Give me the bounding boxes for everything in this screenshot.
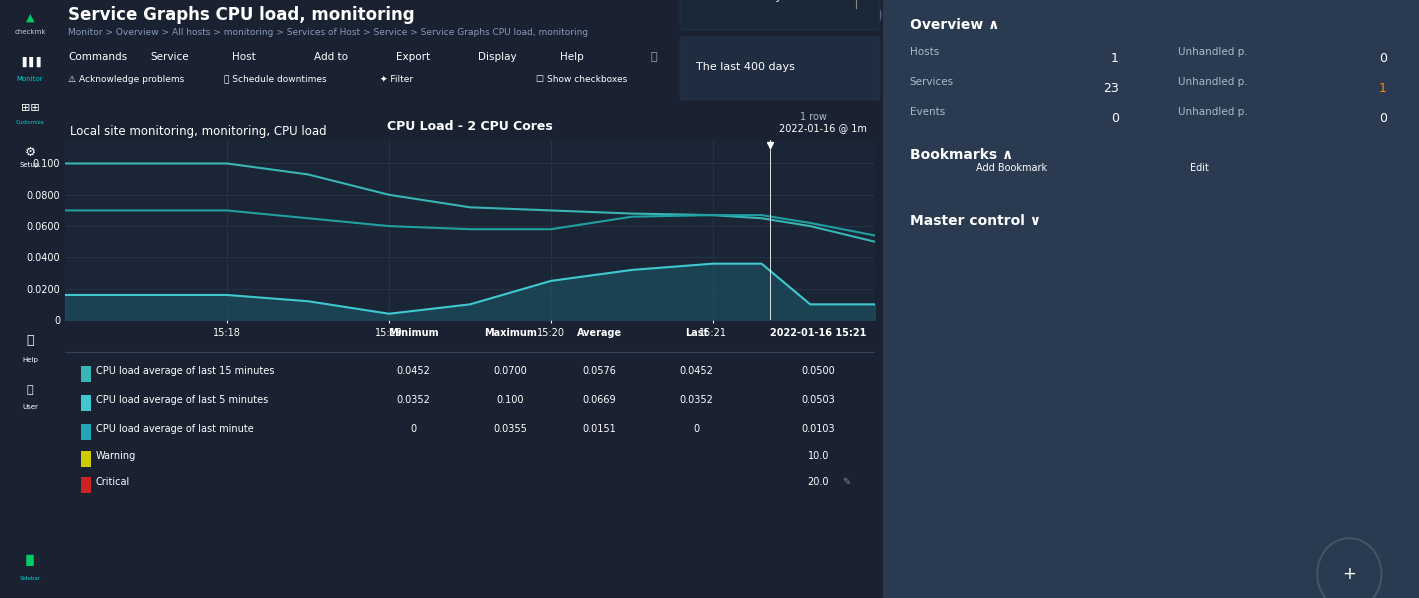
Text: Monitor > Overview > All hosts > monitoring > Services of Host > Service > Servi: Monitor > Overview > All hosts > monitor… <box>68 28 589 37</box>
FancyBboxPatch shape <box>81 424 91 440</box>
Text: ▐▐▐: ▐▐▐ <box>18 57 41 67</box>
FancyBboxPatch shape <box>680 37 880 100</box>
Text: Sidebar: Sidebar <box>20 575 41 581</box>
Text: Hosts: Hosts <box>910 47 939 57</box>
Text: Add to: Add to <box>314 52 348 62</box>
Text: The last 35 days: The last 35 days <box>695 0 788 2</box>
Text: Export: Export <box>396 52 430 62</box>
Text: 0.0352: 0.0352 <box>680 395 714 405</box>
Text: Minimum: Minimum <box>387 328 438 338</box>
Text: Commands: Commands <box>68 52 128 62</box>
Text: Setup: Setup <box>20 162 40 168</box>
Text: 10.0: 10.0 <box>807 451 829 461</box>
Text: Bookmarks ∧: Bookmarks ∧ <box>910 148 1013 162</box>
Text: 0.0355: 0.0355 <box>494 424 528 434</box>
Text: Customize: Customize <box>16 120 44 124</box>
FancyBboxPatch shape <box>614 0 1419 598</box>
FancyBboxPatch shape <box>81 451 91 467</box>
Text: CPU load average of last 15 minutes: CPU load average of last 15 minutes <box>95 366 274 376</box>
Text: ⚙: ⚙ <box>24 145 35 158</box>
FancyBboxPatch shape <box>910 79 1124 99</box>
Text: Unhandled p.: Unhandled p. <box>1178 47 1247 57</box>
Text: 30: 30 <box>860 10 874 20</box>
FancyBboxPatch shape <box>81 477 91 493</box>
Text: 👤: 👤 <box>27 385 33 395</box>
Text: 20.0: 20.0 <box>807 477 829 487</box>
Text: Critical: Critical <box>95 477 131 487</box>
Text: 0.0352: 0.0352 <box>396 395 430 405</box>
Text: Last: Last <box>685 328 708 338</box>
Text: CPU load average of last minute: CPU load average of last minute <box>95 424 254 434</box>
Text: Warning: Warning <box>95 451 136 461</box>
FancyBboxPatch shape <box>910 49 1124 69</box>
Text: ☐ Show checkboxes: ☐ Show checkboxes <box>535 75 627 84</box>
Text: 1 row: 1 row <box>800 112 827 122</box>
Text: ⚠ Acknowledge problems: ⚠ Acknowledge problems <box>68 75 184 84</box>
Text: Events: Events <box>910 107 945 117</box>
Text: 0: 0 <box>1379 112 1386 126</box>
Text: User: User <box>23 404 38 410</box>
Text: ⓐ: ⓐ <box>650 52 657 62</box>
Text: Average: Average <box>578 328 622 338</box>
FancyBboxPatch shape <box>910 109 1124 129</box>
Text: Master control ∨: Master control ∨ <box>910 214 1040 228</box>
Text: Maximum: Maximum <box>484 328 536 338</box>
Text: 0.0669: 0.0669 <box>583 395 616 405</box>
Text: 0: 0 <box>1111 112 1118 126</box>
Text: Add Bookmark: Add Bookmark <box>976 163 1047 173</box>
Text: 0.0576: 0.0576 <box>583 366 616 376</box>
Text: ▲: ▲ <box>26 13 34 23</box>
Text: ✎: ✎ <box>843 477 851 487</box>
Text: Edit: Edit <box>1189 163 1209 173</box>
Text: ⓘ: ⓘ <box>26 334 34 346</box>
Text: Help: Help <box>561 52 585 62</box>
Text: Service Graphs CPU load, monitoring: Service Graphs CPU load, monitoring <box>68 7 414 25</box>
Text: Unhandled p.: Unhandled p. <box>1178 107 1247 117</box>
Text: Overview ∧: Overview ∧ <box>910 18 999 32</box>
Text: Monitor: Monitor <box>17 76 44 82</box>
Text: 0.0452: 0.0452 <box>396 366 430 376</box>
Text: 2022-01-16 15:21: 2022-01-16 15:21 <box>771 328 867 338</box>
Text: ⓘ Service: ⓘ Service <box>691 75 734 84</box>
Text: Service: Service <box>150 52 189 62</box>
Text: ▐▌: ▐▌ <box>21 554 38 566</box>
FancyBboxPatch shape <box>81 367 91 382</box>
Text: CPU load average of last 5 minutes: CPU load average of last 5 minutes <box>95 395 268 405</box>
Text: Display: Display <box>478 52 517 62</box>
Text: 0.0103: 0.0103 <box>802 424 836 434</box>
Text: 0.0500: 0.0500 <box>802 366 836 376</box>
FancyBboxPatch shape <box>1178 49 1392 69</box>
Text: 0: 0 <box>410 424 416 434</box>
Text: CPU Load - 2 CPU Cores: CPU Load - 2 CPU Cores <box>387 120 553 133</box>
FancyBboxPatch shape <box>1178 79 1392 99</box>
FancyBboxPatch shape <box>1178 109 1392 129</box>
Text: 0: 0 <box>694 424 700 434</box>
Text: 1: 1 <box>1379 83 1386 96</box>
FancyBboxPatch shape <box>680 0 880 30</box>
Text: ✦ Filter: ✦ Filter <box>380 75 413 84</box>
Text: Local site monitoring, monitoring, CPU load: Local site monitoring, monitoring, CPU l… <box>70 125 326 138</box>
Text: 23: 23 <box>1103 83 1118 96</box>
Text: Help: Help <box>23 357 38 363</box>
FancyBboxPatch shape <box>81 395 91 411</box>
Text: 0.0700: 0.0700 <box>494 366 528 376</box>
Text: 🔔 Schedule downtimes: 🔔 Schedule downtimes <box>224 75 326 84</box>
Text: Services: Services <box>910 77 954 87</box>
Text: The last 400 days: The last 400 days <box>695 62 795 72</box>
Text: 0.0151: 0.0151 <box>583 424 616 434</box>
Text: 0.100: 0.100 <box>497 395 524 405</box>
Text: 0.0503: 0.0503 <box>802 395 836 405</box>
Text: checkmk: checkmk <box>14 29 45 35</box>
Text: 0.0452: 0.0452 <box>680 366 714 376</box>
Text: Unhandled p.: Unhandled p. <box>1178 77 1247 87</box>
Text: ⊞⊞: ⊞⊞ <box>21 103 40 113</box>
Text: +: + <box>1342 565 1357 583</box>
Text: 1: 1 <box>1111 53 1118 66</box>
Text: 2022-01-16 @ 1m: 2022-01-16 @ 1m <box>779 123 867 133</box>
Text: Host: Host <box>233 52 255 62</box>
Text: 0: 0 <box>1379 53 1386 66</box>
FancyBboxPatch shape <box>373 0 1419 598</box>
